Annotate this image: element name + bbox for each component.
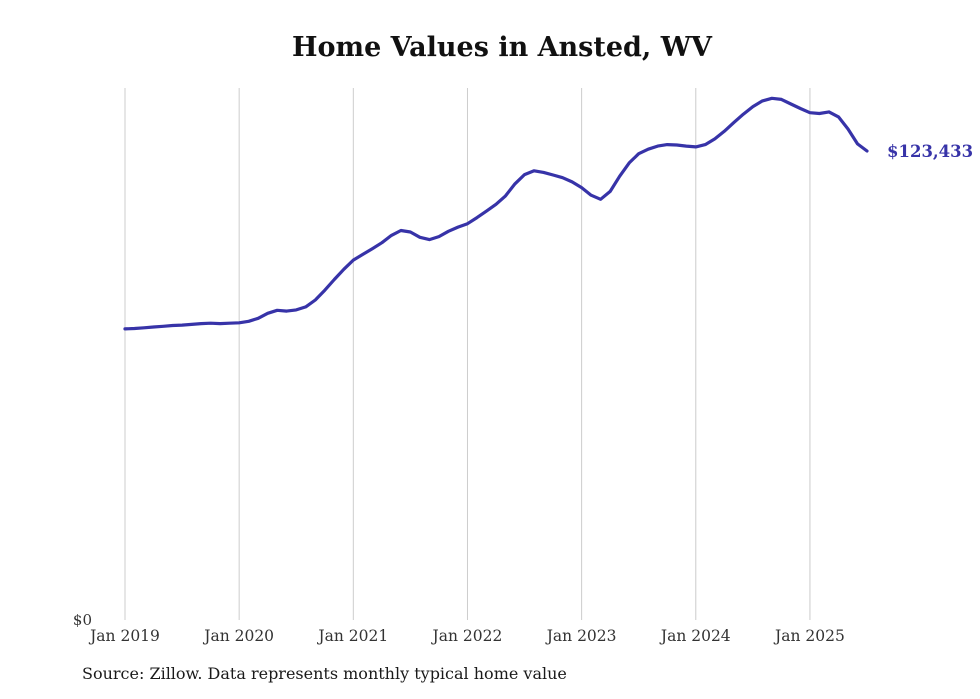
vertical-gridlines bbox=[124, 88, 811, 620]
home-value-line bbox=[123, 96, 869, 331]
source-note: Source: Zillow. Data represents monthly … bbox=[82, 664, 567, 683]
x-tick-jan-2021: Jan 2021 bbox=[316, 627, 388, 645]
y-axis-zero-label: $0 bbox=[73, 611, 92, 629]
x-tick-jan-2023: Jan 2023 bbox=[545, 627, 617, 645]
x-axis-tick-labels: Jan 2019 Jan 2020 Jan 2021 Jan 2022 Jan 2023… bbox=[88, 627, 845, 645]
latest-value-label: $123,433 bbox=[887, 142, 973, 161]
x-tick-jan-2019: Jan 2019 bbox=[88, 627, 160, 645]
x-tick-jan-2024: Jan 2024 bbox=[659, 627, 731, 645]
chart-title: Home Values in Ansted, WV bbox=[292, 32, 713, 63]
x-tick-jan-2022: Jan 2022 bbox=[431, 627, 503, 645]
x-tick-jan-2020: Jan 2020 bbox=[202, 627, 274, 645]
x-tick-jan-2025: Jan 2025 bbox=[773, 627, 845, 645]
